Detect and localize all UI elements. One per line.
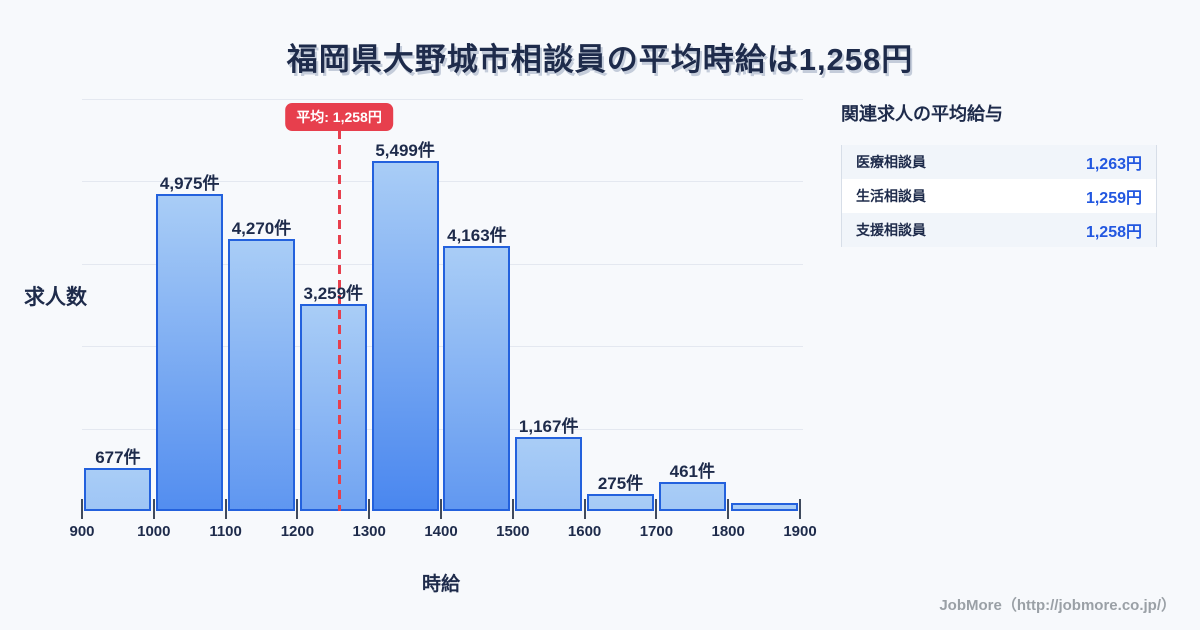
bar-value-label: 4,975件 xyxy=(159,174,220,194)
y-axis-title: 求人数 xyxy=(24,286,87,309)
gridline xyxy=(82,263,803,265)
x-axis-tick-label: 1000 xyxy=(137,523,171,540)
related-jobs-panel: 関連求人の平均給与 医療相談員 1,263円 生活相談員 1,259円 支援相談… xyxy=(841,100,1157,247)
x-axis-tick xyxy=(81,499,83,519)
bar-value-label: 677件 xyxy=(95,447,141,467)
gridline xyxy=(82,346,803,348)
x-axis-tick xyxy=(440,499,442,519)
table-row: 生活相談員 1,259円 xyxy=(842,179,1156,213)
job-name: 支援相談員 xyxy=(856,222,926,238)
x-axis-tick xyxy=(368,499,371,519)
job-name: 生活相談員 xyxy=(856,188,926,204)
job-wage: 1,263円 xyxy=(1085,156,1142,173)
x-axis-tick xyxy=(152,499,155,519)
histogram-bar xyxy=(156,194,224,511)
bar-value-label: 1,167件 xyxy=(518,416,579,436)
x-axis-title: 時給 xyxy=(421,574,460,595)
x-axis-tick-label: 1600 xyxy=(567,523,602,540)
bar-value-label: 3,259件 xyxy=(303,283,364,303)
job-name: 医療相談員 xyxy=(856,154,926,170)
x-axis-tick-label: 1100 xyxy=(209,523,242,540)
table-row: 医療相談員 1,263円 xyxy=(842,145,1156,179)
histogram-bar xyxy=(443,246,511,511)
histogram-bar xyxy=(658,481,726,511)
average-dashed-line xyxy=(337,130,341,511)
histogram-bar xyxy=(84,467,152,511)
x-axis-tick-label: 900 xyxy=(69,523,95,540)
x-axis-tick-label: 1700 xyxy=(639,523,674,540)
related-jobs-heading: 関連求人の平均給与 xyxy=(841,104,1003,124)
bar-value-label: 4,270件 xyxy=(231,219,292,239)
x-axis-tick-label: 1500 xyxy=(496,523,530,540)
bar-value-label: 461件 xyxy=(669,461,715,481)
x-axis-tick-label: 1200 xyxy=(280,523,315,540)
histogram-bar xyxy=(730,503,798,511)
x-axis-tick xyxy=(511,499,514,519)
x-axis-tick-label: 1400 xyxy=(424,523,458,540)
x-axis-tick xyxy=(296,499,299,519)
x-axis-tick-label: 1300 xyxy=(352,523,386,540)
histogram-bar xyxy=(299,303,367,511)
histogram-bar xyxy=(587,493,654,511)
x-axis-tick xyxy=(799,499,801,519)
job-wage: 1,259円 xyxy=(1085,190,1142,207)
gridline xyxy=(82,428,803,430)
bar-value-label: 275件 xyxy=(597,473,644,493)
x-axis-tick xyxy=(224,499,227,519)
site-credit: JobMore（http://jobmore.co.jp/） xyxy=(939,597,1176,614)
x-axis-tick xyxy=(583,499,586,519)
x-axis-tick-label: 1800 xyxy=(711,523,745,540)
average-badge: 平均: 1,258円 xyxy=(285,103,393,131)
gridline xyxy=(82,99,803,100)
x-axis-tick xyxy=(727,499,730,519)
related-jobs-table: 医療相談員 1,263円 生活相談員 1,259円 支援相談員 1,258円 xyxy=(841,145,1157,247)
page-title: 福岡県大野城市相談員の平均時給は1,258円 xyxy=(286,42,914,77)
histogram-bar xyxy=(515,436,583,511)
gridline xyxy=(82,181,803,183)
bar-value-label: 5,499件 xyxy=(375,141,435,161)
histogram-bar xyxy=(228,239,295,511)
x-axis-tick xyxy=(655,499,658,519)
table-row: 支援相談員 1,258円 xyxy=(842,213,1156,247)
histogram-bar xyxy=(371,161,439,511)
x-axis-tick-label: 1900 xyxy=(783,523,817,540)
bar-value-label: 4,163件 xyxy=(447,226,507,246)
job-wage: 1,258円 xyxy=(1085,224,1142,241)
